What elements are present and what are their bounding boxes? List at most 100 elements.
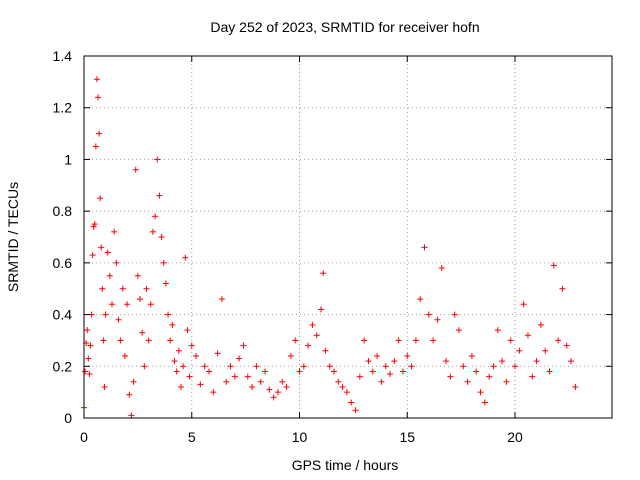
data-point <box>152 213 159 220</box>
x-tick-label: 0 <box>80 429 88 445</box>
data-point <box>253 363 260 370</box>
data-point <box>313 332 320 339</box>
data-point <box>180 363 187 370</box>
y-tick-label: 0.4 <box>53 307 73 323</box>
data-point <box>249 383 256 390</box>
data-point <box>447 373 454 380</box>
data-point <box>287 352 294 359</box>
data-point <box>365 358 372 365</box>
data-point <box>421 244 428 251</box>
data-point <box>274 389 281 396</box>
data-point <box>99 285 106 292</box>
data-point <box>326 363 333 370</box>
data-point <box>399 368 406 375</box>
data-point <box>533 358 540 365</box>
data-point <box>175 347 182 354</box>
data-point <box>188 342 195 349</box>
data-point <box>143 285 150 292</box>
data-point <box>139 329 146 336</box>
data-point <box>443 358 450 365</box>
data-point <box>257 378 264 385</box>
data-point <box>468 352 475 359</box>
data-point <box>464 378 471 385</box>
data-point <box>117 337 124 344</box>
data-point <box>305 342 312 349</box>
data-point <box>572 383 579 390</box>
data-point <box>361 337 368 344</box>
x-axis-label: GPS time / hours <box>292 457 399 473</box>
data-point <box>145 337 152 344</box>
data-point <box>231 373 238 380</box>
data-point <box>169 321 176 328</box>
data-point <box>404 352 411 359</box>
data-point <box>499 358 506 365</box>
data-point <box>430 337 437 344</box>
data-point <box>438 265 445 272</box>
data-point <box>524 332 531 339</box>
data-point <box>177 383 184 390</box>
data-point <box>227 363 234 370</box>
data-point <box>369 368 376 375</box>
data-point <box>173 368 180 375</box>
data-point <box>85 355 92 362</box>
data-point <box>101 383 108 390</box>
x-tick-label: 10 <box>292 429 308 445</box>
data-point <box>318 306 325 313</box>
data-point <box>559 285 566 292</box>
data-point <box>391 358 398 365</box>
data-point <box>109 301 116 308</box>
data-point <box>322 347 329 354</box>
data-point <box>104 249 111 256</box>
data-point <box>417 296 424 303</box>
data-point <box>460 363 467 370</box>
data-point <box>106 272 113 279</box>
data-point <box>93 76 100 83</box>
data-point <box>542 347 549 354</box>
y-tick-label: 1.4 <box>53 48 73 64</box>
y-tick-label: 1.2 <box>53 100 73 116</box>
axis-ticks: 0 5 10 15 20 0 0.2 0.4 0.6 0.8 1 1.2 1.4 <box>53 48 612 445</box>
data-point <box>529 373 536 380</box>
data-point <box>158 234 165 240</box>
data-point <box>95 94 102 101</box>
data-point <box>182 254 189 261</box>
data-point <box>320 270 327 277</box>
data-point <box>348 399 355 406</box>
data-point <box>98 244 105 251</box>
data-points <box>81 76 579 419</box>
data-point <box>292 337 299 344</box>
data-point <box>162 280 169 287</box>
y-tick-label: 0 <box>64 410 72 426</box>
data-point <box>550 262 557 269</box>
y-tick-label: 1 <box>64 151 72 167</box>
data-point <box>481 399 488 406</box>
data-point <box>82 368 89 375</box>
data-point <box>147 301 154 308</box>
y-tick-label: 0.8 <box>53 203 73 219</box>
data-point <box>96 130 103 137</box>
data-point <box>473 368 480 375</box>
plot-frame <box>83 55 613 419</box>
data-point <box>124 301 131 308</box>
data-point <box>193 352 200 359</box>
data-point <box>87 342 94 349</box>
data-point <box>137 296 144 303</box>
data-point <box>171 358 178 365</box>
data-point <box>121 352 128 359</box>
data-point <box>134 272 141 279</box>
data-point <box>395 337 402 344</box>
data-point <box>266 386 273 393</box>
x-tick-label: 5 <box>188 429 196 445</box>
data-point <box>102 311 109 318</box>
data-point <box>92 143 99 150</box>
data-point <box>537 321 544 328</box>
data-point <box>149 228 156 235</box>
data-point <box>84 327 91 334</box>
data-point <box>490 363 497 370</box>
data-point <box>100 337 107 344</box>
data-point <box>160 259 167 266</box>
y-tick-label: 0.6 <box>53 255 73 271</box>
y-tick-label: 0.2 <box>53 358 73 374</box>
data-point <box>451 311 458 318</box>
